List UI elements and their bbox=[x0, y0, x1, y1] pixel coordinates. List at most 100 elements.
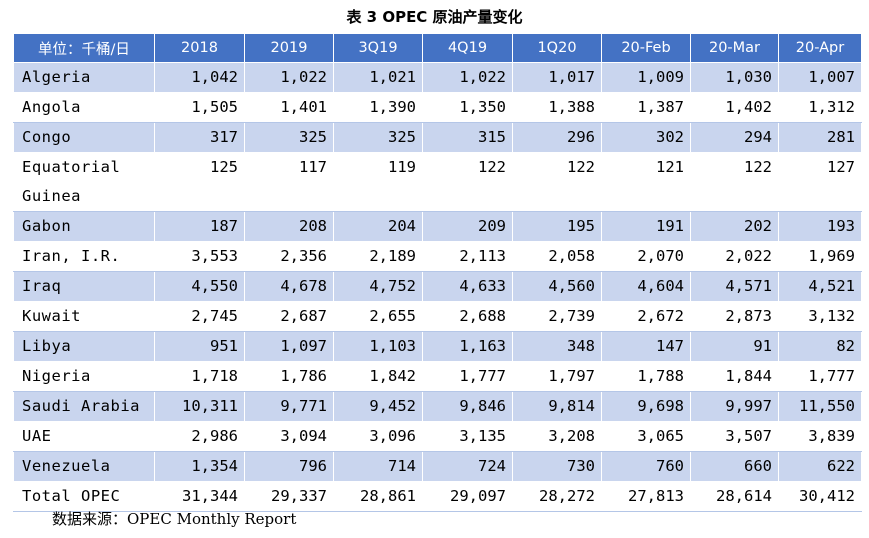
value-cell: 2,189 bbox=[333, 241, 423, 272]
country-cell: Equatorial Guinea bbox=[13, 152, 155, 212]
table-row: Equatorial Guinea 125 117 119 122 122 121 122 12… bbox=[13, 152, 862, 212]
value-cell: 82 bbox=[778, 331, 862, 362]
table-row: Nigeria 1,718 1,786 1,842 1,777 1,797 1,788 1,8… bbox=[13, 361, 862, 392]
value-cell: 1,009 bbox=[601, 62, 691, 93]
value-cell: 202 bbox=[690, 211, 779, 242]
value-cell: 2,356 bbox=[244, 241, 334, 272]
table-row: Iran, I.R. 3,553 2,356 2,189 2,113 2,058 2,070… bbox=[13, 241, 862, 272]
value-cell: 4,752 bbox=[333, 271, 423, 302]
value-cell: 1,788 bbox=[601, 361, 691, 392]
value-cell: 195 bbox=[512, 211, 602, 242]
value-cell: 724 bbox=[422, 451, 513, 482]
value-cell: 191 bbox=[601, 211, 691, 242]
value-cell: 660 bbox=[690, 451, 779, 482]
value-cell: 760 bbox=[601, 451, 691, 482]
value-cell: 1,103 bbox=[333, 331, 423, 362]
value-cell: 4,571 bbox=[690, 271, 779, 302]
value-cell: 1,030 bbox=[690, 62, 779, 93]
table-row: Libya 951 1,097 1,103 1,163 348 147 91 82 bbox=[13, 331, 862, 362]
value-cell: 2,058 bbox=[512, 241, 602, 272]
value-cell: 9,452 bbox=[333, 391, 423, 422]
value-cell: 29,337 bbox=[244, 481, 334, 512]
value-cell: 125 bbox=[154, 152, 245, 212]
value-cell: 127 bbox=[778, 152, 862, 212]
opec-production-table: 单位：千桶/日 2018 2019 3Q19 4Q19 1Q20 20-Feb … bbox=[13, 33, 862, 512]
table-row: Total OPEC 31,344 29,337 28,861 29,097 28,272… bbox=[13, 481, 862, 512]
value-cell: 187 bbox=[154, 211, 245, 242]
value-cell: 121 bbox=[601, 152, 691, 212]
value-cell: 9,771 bbox=[244, 391, 334, 422]
table-row: Algeria 1,042 1,022 1,021 1,022 1,017 1,009 1,0… bbox=[13, 62, 862, 93]
value-cell: 1,402 bbox=[690, 92, 779, 123]
value-cell: 1,350 bbox=[422, 92, 513, 123]
value-cell: 117 bbox=[244, 152, 334, 212]
value-cell: 91 bbox=[690, 331, 779, 362]
value-cell: 30,412 bbox=[778, 481, 862, 512]
value-cell: 348 bbox=[512, 331, 602, 362]
value-cell: 1,017 bbox=[512, 62, 602, 93]
value-cell: 4,521 bbox=[778, 271, 862, 302]
value-cell: 796 bbox=[244, 451, 334, 482]
country-cell: Iraq bbox=[13, 271, 155, 302]
value-cell: 2,655 bbox=[333, 301, 423, 332]
value-cell: 2,986 bbox=[154, 421, 245, 452]
table-row: Angola 1,505 1,401 1,390 1,350 1,388 1,387 1,40… bbox=[13, 92, 862, 123]
table-row: Gabon 187 208 204 209 195 191 202 193 bbox=[13, 211, 862, 242]
value-cell: 28,614 bbox=[690, 481, 779, 512]
country-cell: Algeria bbox=[13, 62, 155, 93]
country-cell: Libya bbox=[13, 331, 155, 362]
country-cell: Total OPEC bbox=[13, 481, 155, 512]
value-cell: 1,786 bbox=[244, 361, 334, 392]
value-cell: 3,507 bbox=[690, 421, 779, 452]
table-body: Algeria 1,042 1,022 1,021 1,022 1,017 1,009 1,0… bbox=[13, 62, 862, 512]
value-cell: 1,844 bbox=[690, 361, 779, 392]
value-cell: 31,344 bbox=[154, 481, 245, 512]
value-cell: 28,861 bbox=[333, 481, 423, 512]
header-20-feb: 20-Feb bbox=[601, 33, 691, 63]
value-cell: 209 bbox=[422, 211, 513, 242]
value-cell: 1,312 bbox=[778, 92, 862, 123]
value-cell: 3,132 bbox=[778, 301, 862, 332]
country-cell: UAE bbox=[13, 421, 155, 452]
country-cell: Gabon bbox=[13, 211, 155, 242]
header-3q19: 3Q19 bbox=[333, 33, 423, 63]
value-cell: 1,777 bbox=[778, 361, 862, 392]
header-2018: 2018 bbox=[154, 33, 245, 63]
value-cell: 1,401 bbox=[244, 92, 334, 123]
value-cell: 4,604 bbox=[601, 271, 691, 302]
value-cell: 2,687 bbox=[244, 301, 334, 332]
table-row: UAE 2,986 3,094 3,096 3,135 3,208 3,065 3,507 3,… bbox=[13, 421, 862, 452]
value-cell: 204 bbox=[333, 211, 423, 242]
value-cell: 4,560 bbox=[512, 271, 602, 302]
value-cell: 208 bbox=[244, 211, 334, 242]
header-unit: 单位：千桶/日 bbox=[13, 33, 155, 63]
header-row: 单位：千桶/日 2018 2019 3Q19 4Q19 1Q20 20-Feb … bbox=[13, 33, 862, 63]
country-cell: Kuwait bbox=[13, 301, 155, 332]
header-20-mar: 20-Mar bbox=[690, 33, 779, 63]
value-cell: 122 bbox=[422, 152, 513, 212]
value-cell: 11,550 bbox=[778, 391, 862, 422]
value-cell: 4,633 bbox=[422, 271, 513, 302]
value-cell: 2,070 bbox=[601, 241, 691, 272]
source-note: 数据来源：OPEC Monthly Report bbox=[52, 510, 297, 528]
value-cell: 1,042 bbox=[154, 62, 245, 93]
country-cell: Angola bbox=[13, 92, 155, 123]
country-cell: Congo bbox=[13, 122, 155, 153]
table-row: Congo 317 325 325 315 296 302 294 281 bbox=[13, 122, 862, 153]
value-cell: 1,387 bbox=[601, 92, 691, 123]
value-cell: 1,022 bbox=[244, 62, 334, 93]
value-cell: 10,311 bbox=[154, 391, 245, 422]
value-cell: 325 bbox=[333, 122, 423, 153]
value-cell: 1,022 bbox=[422, 62, 513, 93]
country-cell: Venezuela bbox=[13, 451, 155, 482]
value-cell: 1,718 bbox=[154, 361, 245, 392]
header-4q19: 4Q19 bbox=[422, 33, 513, 63]
value-cell: 2,745 bbox=[154, 301, 245, 332]
value-cell: 2,022 bbox=[690, 241, 779, 272]
value-cell: 317 bbox=[154, 122, 245, 153]
table-row: Iraq 4,550 4,678 4,752 4,633 4,560 4,604 4,571 4… bbox=[13, 271, 862, 302]
value-cell: 1,390 bbox=[333, 92, 423, 123]
value-cell: 1,007 bbox=[778, 62, 862, 93]
country-cell: Iran, I.R. bbox=[13, 241, 155, 272]
table-caption: 表 3 OPEC 原油产量变化 bbox=[346, 8, 523, 26]
